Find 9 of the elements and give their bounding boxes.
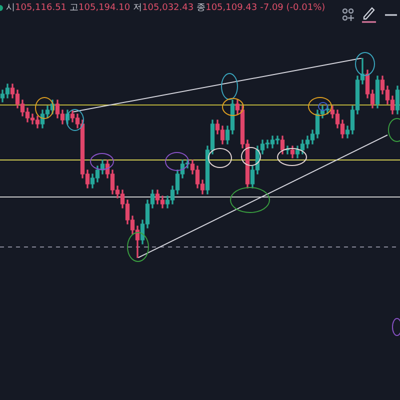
text: 105,116.51 [15, 3, 67, 13]
text: 저 [133, 3, 142, 13]
text: 시 [6, 3, 15, 13]
text: 종 [196, 3, 206, 13]
text: 105,109.43 [206, 3, 258, 13]
text: 고 [70, 3, 79, 13]
text: 105,032.43 [142, 3, 194, 13]
text: -7.09 (-0.01%) [260, 3, 326, 13]
text: 105,194.10 [78, 3, 130, 13]
